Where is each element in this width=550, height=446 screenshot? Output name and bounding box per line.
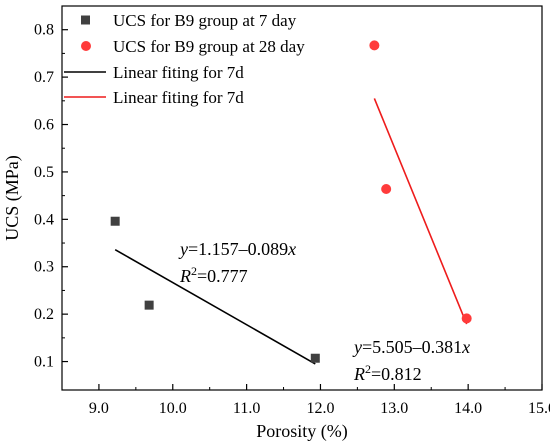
y-tick-label: 0.7 bbox=[34, 69, 54, 86]
fit-line-3 bbox=[373, 98, 468, 325]
plot-frame bbox=[61, 5, 543, 391]
legend-circle-marker bbox=[81, 41, 91, 51]
point-28-day bbox=[381, 183, 392, 194]
x-axis-label: Porosity (%) bbox=[256, 421, 348, 442]
legend-label: Linear fiting for 7d bbox=[113, 63, 244, 82]
point-28-day bbox=[461, 313, 472, 324]
x-axis: 9.0 10.0 11.0 12.0 13.0 14.0 15.0 bbox=[61, 384, 550, 417]
point-7-day bbox=[144, 300, 154, 310]
legend-label: UCS for B9 group at 28 day bbox=[113, 37, 305, 56]
point-7-day bbox=[110, 216, 120, 226]
legend-label: Linear fiting for 7d bbox=[113, 88, 244, 107]
y-axis-label: UCS (MPa) bbox=[2, 155, 23, 241]
x-tick-label: 15.0 bbox=[528, 400, 550, 417]
x-tick-label: 14.0 bbox=[454, 400, 482, 417]
r-squared-28d: R2=0.812 bbox=[353, 362, 422, 384]
y-tick-label: 0.8 bbox=[34, 22, 54, 39]
legend: UCS for B9 group at 7 day UCS for B9 grou… bbox=[64, 11, 305, 107]
fit-lines bbox=[114, 98, 468, 365]
point-28-day bbox=[369, 40, 380, 51]
x-tick-label: 10.0 bbox=[159, 400, 187, 417]
y-tick-label: 0.6 bbox=[34, 117, 54, 134]
r-squared-7d: R2=0.777 bbox=[179, 264, 248, 286]
equation-7d: y=1.157–0.089x bbox=[178, 239, 296, 259]
legend-square-marker bbox=[81, 15, 90, 25]
point-7-day bbox=[310, 353, 320, 363]
y-axis: 0.1 0.2 0.3 0.4 0.5 0.6 0.7 0.8 bbox=[34, 22, 68, 371]
x-tick-label: 11.0 bbox=[233, 400, 260, 417]
x-tick-label: 13.0 bbox=[380, 400, 408, 417]
y-tick-label: 0.5 bbox=[34, 164, 54, 181]
y-tick-label: 0.1 bbox=[34, 354, 54, 371]
legend-label: UCS for B9 group at 7 day bbox=[113, 11, 297, 30]
data-points bbox=[110, 40, 472, 363]
fit-line-2 bbox=[114, 248, 316, 365]
y-tick-label: 0.3 bbox=[34, 259, 54, 276]
y-tick-label: 0.2 bbox=[34, 306, 54, 323]
y-tick-label: 0.4 bbox=[34, 211, 54, 228]
x-tick-label: 9.0 bbox=[89, 400, 109, 417]
equation-28d: y=5.505–0.381x bbox=[352, 337, 470, 357]
x-tick-label: 12.0 bbox=[306, 400, 334, 417]
